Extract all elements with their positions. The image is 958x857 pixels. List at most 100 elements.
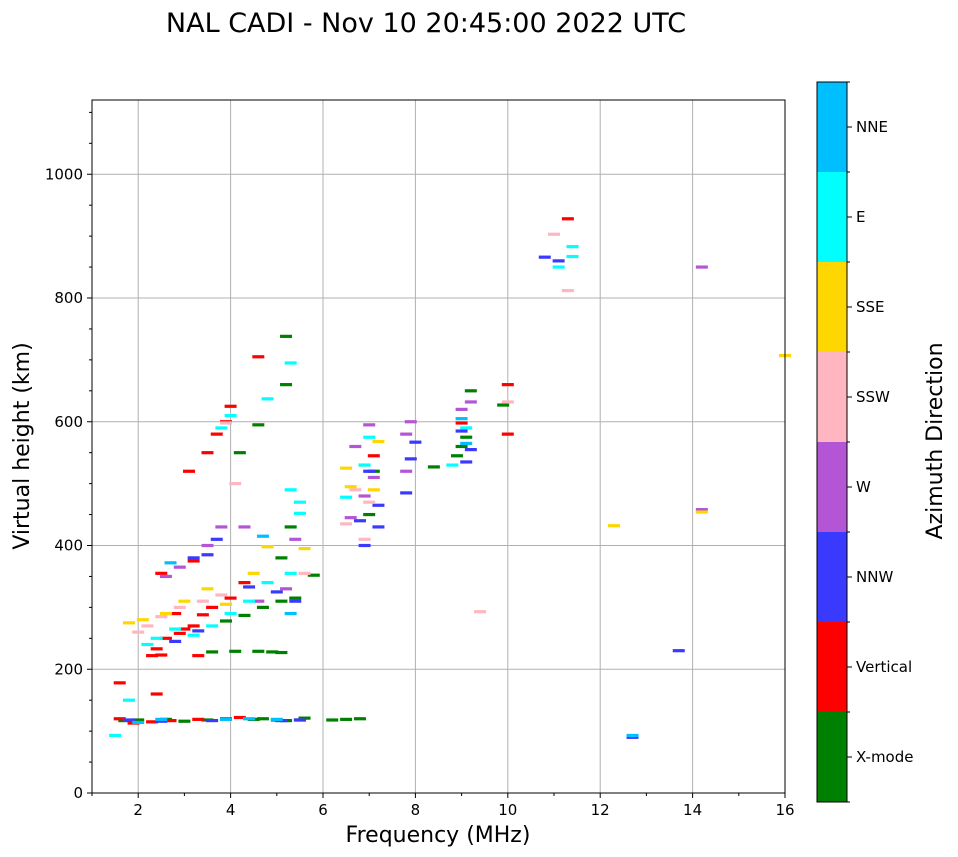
y-tick-label: 200	[54, 660, 83, 678]
data-point-sse	[159, 611, 172, 616]
data-point-e	[169, 627, 182, 631]
colorbar-segment-sse	[817, 262, 847, 352]
x-axis-ticks: 2 4 6 8 10 12 14 16	[91, 793, 795, 819]
data-point-vertical	[187, 624, 200, 628]
colorbar-segment-nne	[817, 82, 847, 172]
data-point-sse	[261, 545, 274, 549]
data-point-e	[284, 488, 297, 492]
data-point-e	[224, 611, 237, 616]
data-point-x-mode	[280, 383, 293, 387]
data-point-e	[243, 599, 256, 603]
data-point-e	[122, 698, 135, 702]
colorbar-segment-e	[817, 172, 847, 262]
data-point-ssw	[548, 232, 560, 236]
data-point-vertical	[206, 605, 219, 609]
data-point-w	[252, 599, 265, 603]
data-point-w	[400, 432, 413, 436]
y-tick-label: 0	[73, 784, 83, 802]
data-point-x-mode	[252, 423, 265, 427]
data-point-nnw	[270, 590, 283, 594]
data-point-sse	[367, 488, 380, 492]
data-point-w	[464, 400, 477, 404]
data-point-vertical	[501, 432, 514, 436]
data-point-x-mode	[132, 718, 145, 722]
data-point-x-mode	[206, 650, 219, 654]
data-point-w	[173, 565, 186, 569]
data-point-vertical	[173, 631, 186, 635]
data-point-w	[215, 525, 228, 529]
colorbar-segment-ssw	[817, 352, 847, 442]
data-point-sse	[608, 524, 621, 528]
data-point-w	[363, 423, 376, 427]
data-point-vertical	[252, 355, 265, 359]
data-point-sse	[122, 621, 135, 625]
data-point-e	[566, 254, 579, 259]
data-point-x-mode	[497, 403, 510, 407]
data-point-nnw	[155, 719, 168, 723]
x-tick-label: 2	[133, 801, 143, 819]
data-point-sse	[340, 466, 353, 470]
data-point-vertical	[146, 720, 159, 724]
x-tick-label: 12	[591, 801, 610, 819]
colorbar-segment-vertical	[817, 622, 847, 712]
data-point-w	[159, 574, 172, 579]
data-point-vertical	[164, 719, 177, 723]
data-point-nnw	[372, 503, 385, 507]
data-point-nne	[460, 441, 473, 446]
data-point-w	[344, 516, 357, 520]
data-point-nnw	[552, 259, 565, 263]
data-point-vertical	[233, 715, 246, 720]
data-point-e	[215, 426, 228, 430]
y-tick-label: 400	[54, 537, 83, 555]
data-point-w	[367, 475, 380, 480]
data-point-vertical	[113, 681, 126, 685]
data-point-nnw	[206, 719, 219, 723]
data-point-nnw	[293, 718, 306, 722]
data-point-x-mode	[266, 650, 279, 654]
colorbar-label: NNE	[856, 118, 888, 136]
colorbar-title: Azimuth Direction	[923, 342, 948, 539]
data-point-e	[206, 624, 219, 628]
data-point-sse	[178, 599, 191, 603]
data-point-x-mode	[460, 435, 473, 439]
colorbar-frame	[816, 81, 848, 803]
y-tick-label: 600	[54, 413, 83, 431]
data-point-vertical	[113, 717, 126, 721]
data-point-sse	[372, 439, 385, 444]
data-point-ssw	[561, 288, 574, 293]
data-point-nne	[132, 720, 145, 725]
colorbar-segment-w	[817, 442, 847, 532]
data-point-sse	[695, 510, 708, 514]
data-point-w	[695, 265, 708, 269]
data-point-ssw	[132, 630, 145, 634]
data-point-vertical	[150, 692, 163, 696]
colorbar-label: NNW	[856, 568, 893, 586]
data-point-x-mode	[252, 649, 265, 653]
data-point-ssw	[196, 599, 209, 603]
grid-lines	[92, 100, 786, 794]
data-point-x-mode	[455, 444, 468, 449]
data-point-vertical	[159, 636, 172, 640]
x-tick-label: 6	[318, 801, 328, 819]
data-point-vertical	[178, 627, 191, 631]
data-point-ssw	[219, 421, 232, 425]
data-point-nne	[256, 534, 269, 538]
data-point-x-mode	[280, 334, 293, 338]
colorbar-label: X-mode	[856, 748, 913, 766]
data-point-nnw	[400, 491, 413, 495]
data-point-vertical	[187, 559, 200, 563]
data-point-e	[284, 361, 297, 365]
data-point-x-mode	[298, 716, 311, 720]
data-points	[109, 217, 791, 739]
data-point-w	[201, 543, 214, 548]
x-tick-label: 14	[683, 801, 702, 819]
data-point-w	[695, 508, 708, 512]
azimuth-colorbar: X-mode Vertical NNW W SSW SSE E NNE	[816, 81, 913, 803]
data-point-x-mode	[275, 650, 288, 655]
data-point-e	[150, 636, 163, 640]
data-point-sse	[344, 485, 357, 489]
data-point-x-mode	[229, 649, 242, 653]
data-point-nnw	[353, 519, 366, 523]
data-point-ssw	[298, 571, 311, 575]
